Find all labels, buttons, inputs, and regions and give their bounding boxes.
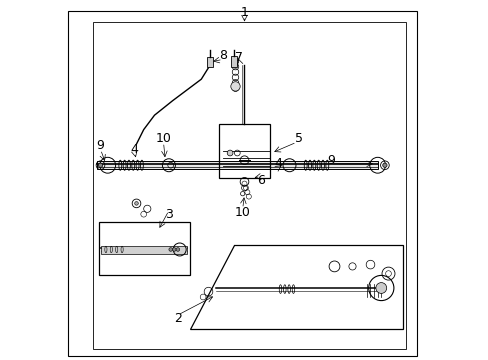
Bar	[230, 56, 236, 67]
Circle shape	[172, 248, 176, 251]
Circle shape	[134, 202, 138, 205]
Text: 8: 8	[219, 49, 226, 62]
Bar	[101, 246, 186, 254]
Text: 7: 7	[235, 51, 243, 64]
Bar	[93, 22, 406, 349]
Circle shape	[230, 82, 240, 91]
Text: 4: 4	[130, 143, 139, 156]
Text: 3: 3	[164, 208, 172, 221]
Text: 2: 2	[174, 312, 182, 325]
Circle shape	[176, 248, 179, 251]
Polygon shape	[190, 245, 402, 329]
Text: 6: 6	[256, 174, 264, 186]
Text: 10: 10	[234, 206, 250, 219]
Text: 10: 10	[155, 132, 171, 145]
Bar	[219, 124, 269, 178]
Circle shape	[168, 248, 172, 251]
Text: 5: 5	[294, 132, 302, 145]
Circle shape	[98, 163, 102, 167]
Bar	[97, 161, 377, 169]
Circle shape	[375, 283, 386, 293]
Text: 9: 9	[326, 154, 334, 167]
Circle shape	[227, 150, 232, 156]
Circle shape	[382, 163, 386, 167]
Text: 9: 9	[96, 139, 104, 152]
Bar	[99, 222, 190, 275]
Bar	[206, 57, 213, 67]
Text: 4: 4	[274, 157, 282, 170]
Text: 1: 1	[240, 6, 248, 19]
